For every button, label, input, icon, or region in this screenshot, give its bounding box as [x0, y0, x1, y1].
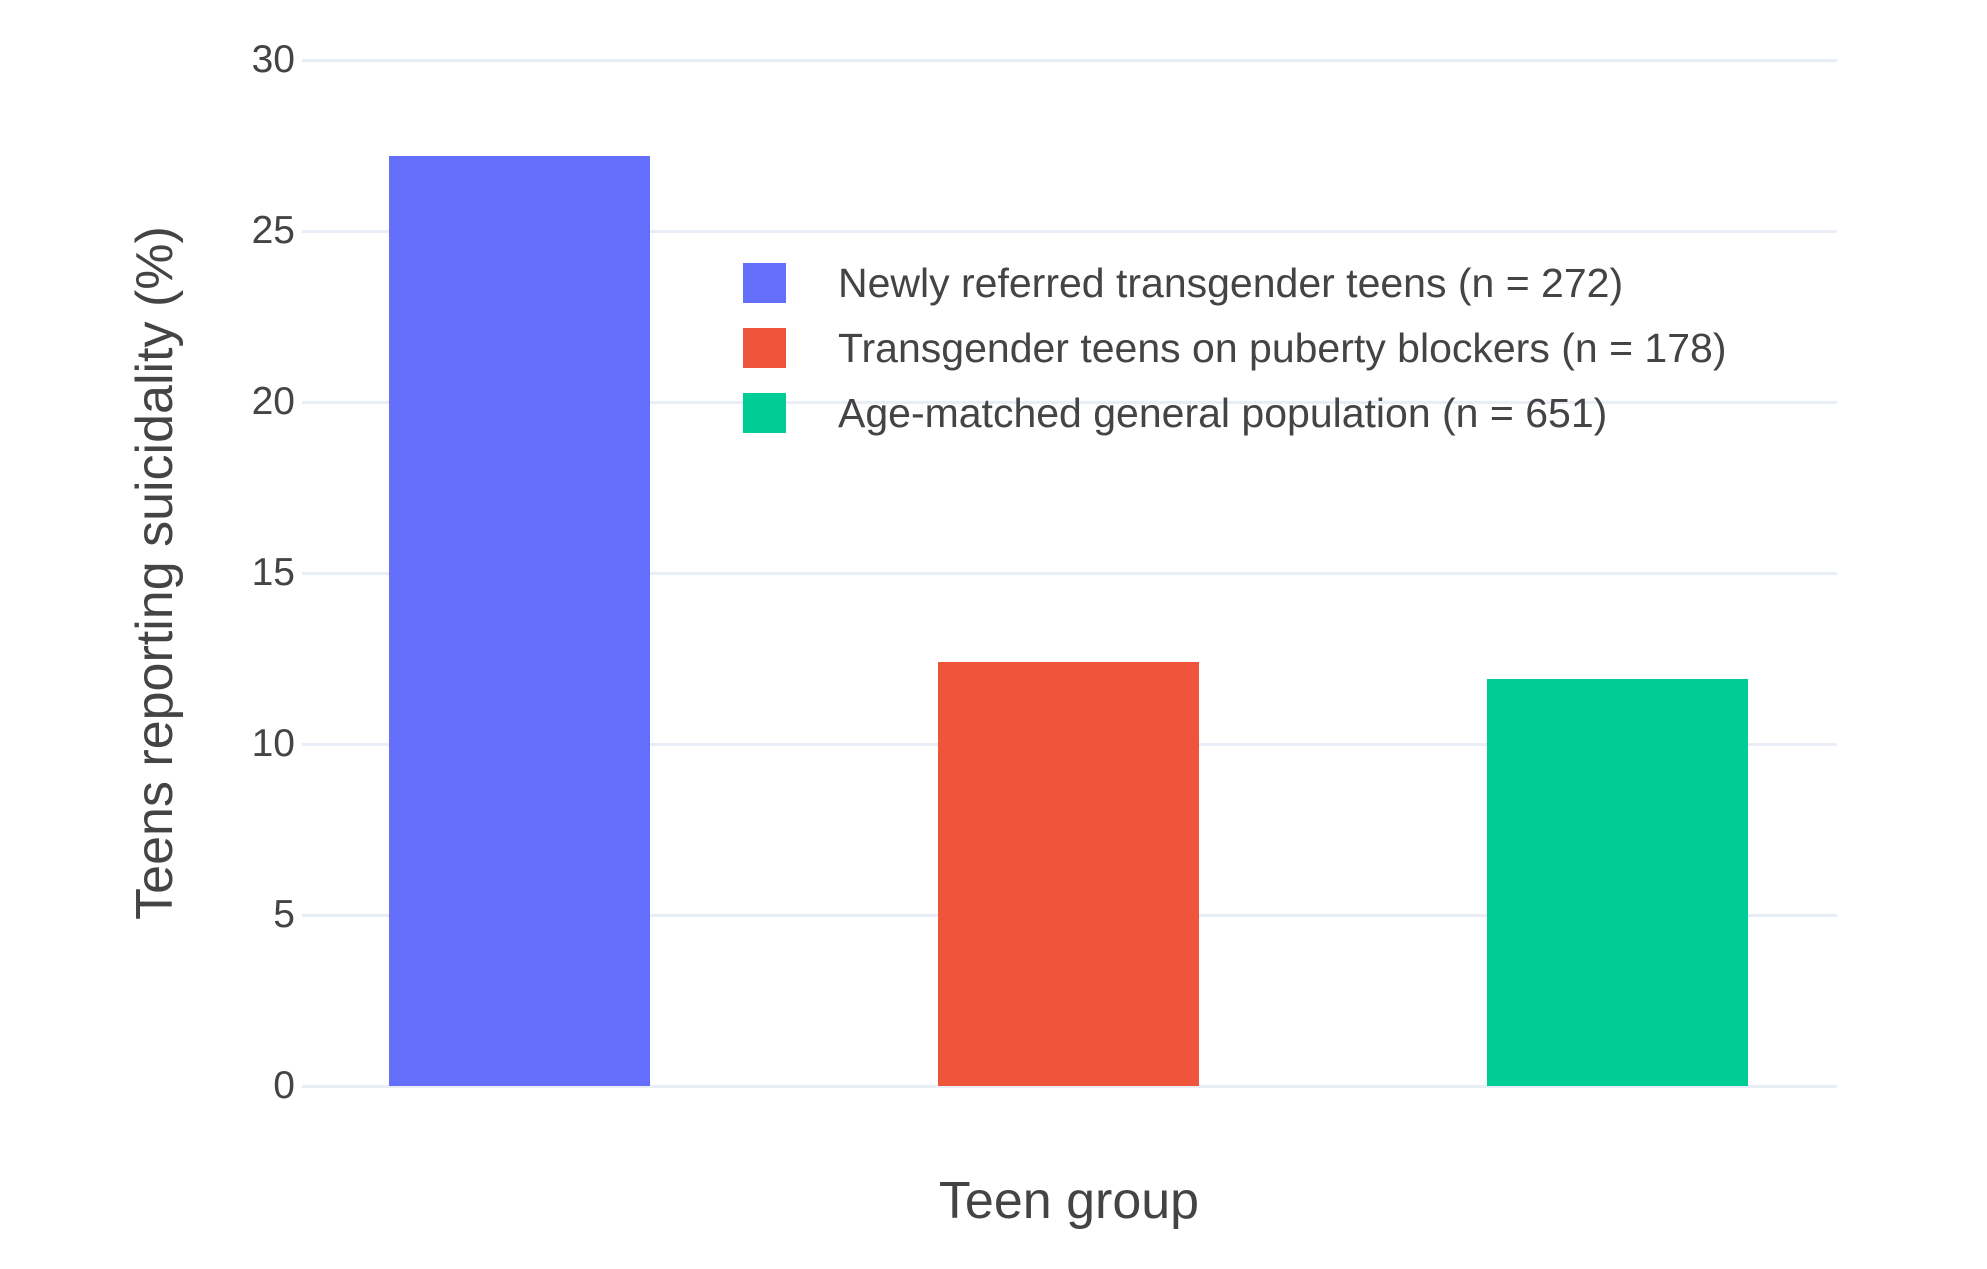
y-tick-label-20: 20 [251, 380, 295, 423]
bar-age-matched-general-population [1487, 679, 1748, 1086]
legend-swatch-age-matched-general-population [743, 393, 786, 433]
bar-transgender-teens-on-puberty-blockers [938, 661, 1199, 1086]
legend-label: Age-matched general population (n = 651) [838, 389, 1608, 436]
legend: Newly referred transgender teens (n = 27… [743, 259, 1727, 458]
bar-newly-referred-transgender-teens [389, 155, 650, 1086]
gridline-15 [302, 572, 1837, 575]
legend-swatch-transgender-teens-on-puberty-blockers [743, 328, 786, 368]
y-tick-label-0: 0 [273, 1064, 295, 1107]
legend-item-transgender-teens-on-puberty-blockers: Transgender teens on puberty blockers (n… [743, 324, 1727, 371]
gridline-0 [302, 1085, 1837, 1088]
legend-item-age-matched-general-population: Age-matched general population (n = 651) [743, 389, 1726, 436]
y-axis-title: Teens reporting suicidality (%) [126, 226, 184, 920]
legend-swatch-newly-referred-transgender-teens [743, 263, 786, 303]
y-tick-label-5: 5 [273, 893, 295, 936]
legend-label: Transgender teens on puberty blockers (n… [838, 324, 1727, 371]
x-axis-title: Teen group [938, 1172, 1200, 1230]
gridline-25 [302, 230, 1837, 233]
y-tick-label-25: 25 [251, 209, 295, 252]
gridline-20 [302, 401, 1837, 404]
legend-label: Newly referred transgender teens (n = 27… [838, 259, 1624, 306]
legend-item-newly-referred-transgender-teens: Newly referred transgender teens (n = 27… [743, 259, 1726, 306]
y-tick-label-15: 15 [251, 551, 295, 594]
gridline-30 [302, 59, 1837, 62]
y-tick-label-30: 30 [251, 38, 295, 81]
y-tick-label-10: 10 [251, 722, 295, 765]
